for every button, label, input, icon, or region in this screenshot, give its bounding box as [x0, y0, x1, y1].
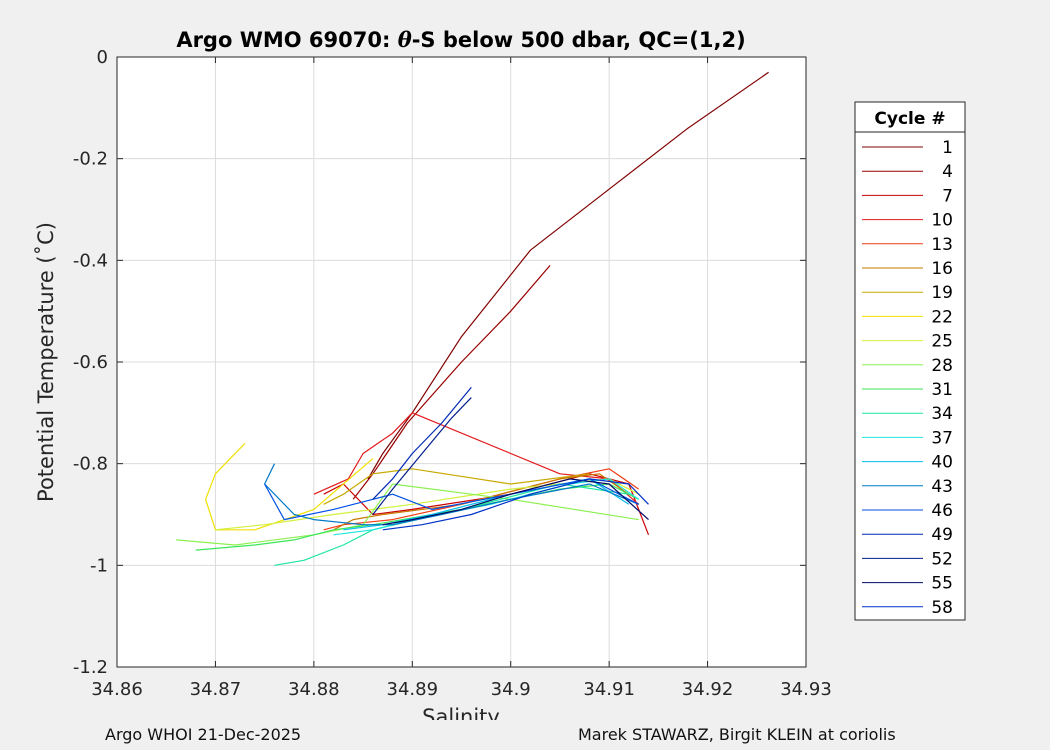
- x-tick-label: 34.9: [491, 679, 531, 700]
- y-tick-label: -0.8: [73, 454, 108, 475]
- x-tick-label: 34.91: [583, 679, 635, 700]
- ticks: 34.86 34.87 34.88 34.89 34.9 34.91 34.92 34.93 0…: [73, 47, 832, 700]
- legend-label: 49: [931, 525, 953, 545]
- series-line: [352, 265, 551, 500]
- legend-label: 40: [931, 453, 953, 473]
- legend-label: 43: [931, 477, 953, 497]
- x-tick-label: 34.89: [387, 679, 439, 700]
- legend-label: 16: [931, 259, 953, 279]
- x-tick-label: 34.88: [288, 679, 340, 700]
- legend-entries: 1 4 7 10 13 16 19 22 25 28 31 34 37 40 43 46 49 52 55 58: [862, 138, 953, 618]
- series-line: [372, 387, 472, 500]
- legend-label: 1: [942, 138, 953, 158]
- legend-label: 58: [931, 598, 953, 618]
- legend-label: 37: [931, 428, 953, 448]
- series-line: [343, 478, 630, 531]
- x-tick-label: 34.93: [780, 679, 832, 700]
- series-line: [367, 71, 769, 480]
- legend-label: 22: [931, 307, 953, 327]
- series-line: [264, 478, 639, 521]
- x-tick-label: 34.86: [91, 679, 143, 700]
- legend-label: 7: [942, 186, 953, 206]
- legend-label: 28: [931, 356, 953, 376]
- y-tick-label: -0.2: [73, 149, 108, 170]
- series-line: [264, 463, 639, 526]
- legend-label: 55: [931, 574, 953, 594]
- legend-label: 52: [931, 549, 953, 569]
- y-tick-label: 0: [97, 47, 108, 68]
- series-line: [313, 412, 640, 505]
- x-tick-label: 34.87: [190, 679, 242, 700]
- legend-label: 34: [931, 404, 953, 424]
- y-tick-label: -0.6: [73, 352, 108, 373]
- legend: Cycle # 1 4 7 10 13 16 19 22 25 28 31 34 37 40 43 46 49 5…: [854, 101, 966, 621]
- chart-title: Argo WMO 69070: θ-S below 500 dbar, QC=(…: [176, 27, 745, 52]
- legend-label: 25: [931, 332, 953, 352]
- legend-label: 46: [931, 501, 953, 521]
- legend-box: [854, 101, 966, 621]
- legend-label: 19: [931, 283, 953, 303]
- series-layer: [176, 71, 769, 566]
- series-line: [382, 478, 649, 526]
- legend-label: 4: [942, 162, 953, 182]
- series-line: [333, 478, 640, 536]
- y-tick-label: -0.4: [73, 250, 108, 271]
- chart-title-suffix: -S below 500 dbar, QC=(1,2): [412, 28, 746, 52]
- footer-credits: Marek STAWARZ, Birgit KLEIN at coriolis: [578, 725, 896, 744]
- legend-label: 10: [931, 211, 953, 231]
- y-tick-label: -1.2: [73, 657, 108, 678]
- y-axis-label: Potential Temperature (˚C): [34, 222, 58, 502]
- series-line: [323, 468, 590, 505]
- legend-label: 13: [931, 235, 953, 255]
- legend-title: Cycle #: [874, 109, 945, 129]
- series-line: [323, 473, 650, 536]
- y-tick-label: -1: [90, 555, 108, 576]
- chart: Argo WMO 69070: θ-S below 500 dbar, QC=(…: [34, 27, 966, 720]
- x-tick-label: 34.92: [682, 679, 734, 700]
- chart-title-symbol: θ: [398, 27, 412, 52]
- footer-source: Argo WHOI 21-Dec-2025: [105, 725, 302, 744]
- series-line: [372, 397, 472, 515]
- series-line: [382, 478, 649, 531]
- chart-title-prefix: Argo WMO 69070:: [176, 28, 397, 52]
- x-axis-label: Salinity: [422, 705, 500, 720]
- legend-label: 31: [931, 380, 953, 400]
